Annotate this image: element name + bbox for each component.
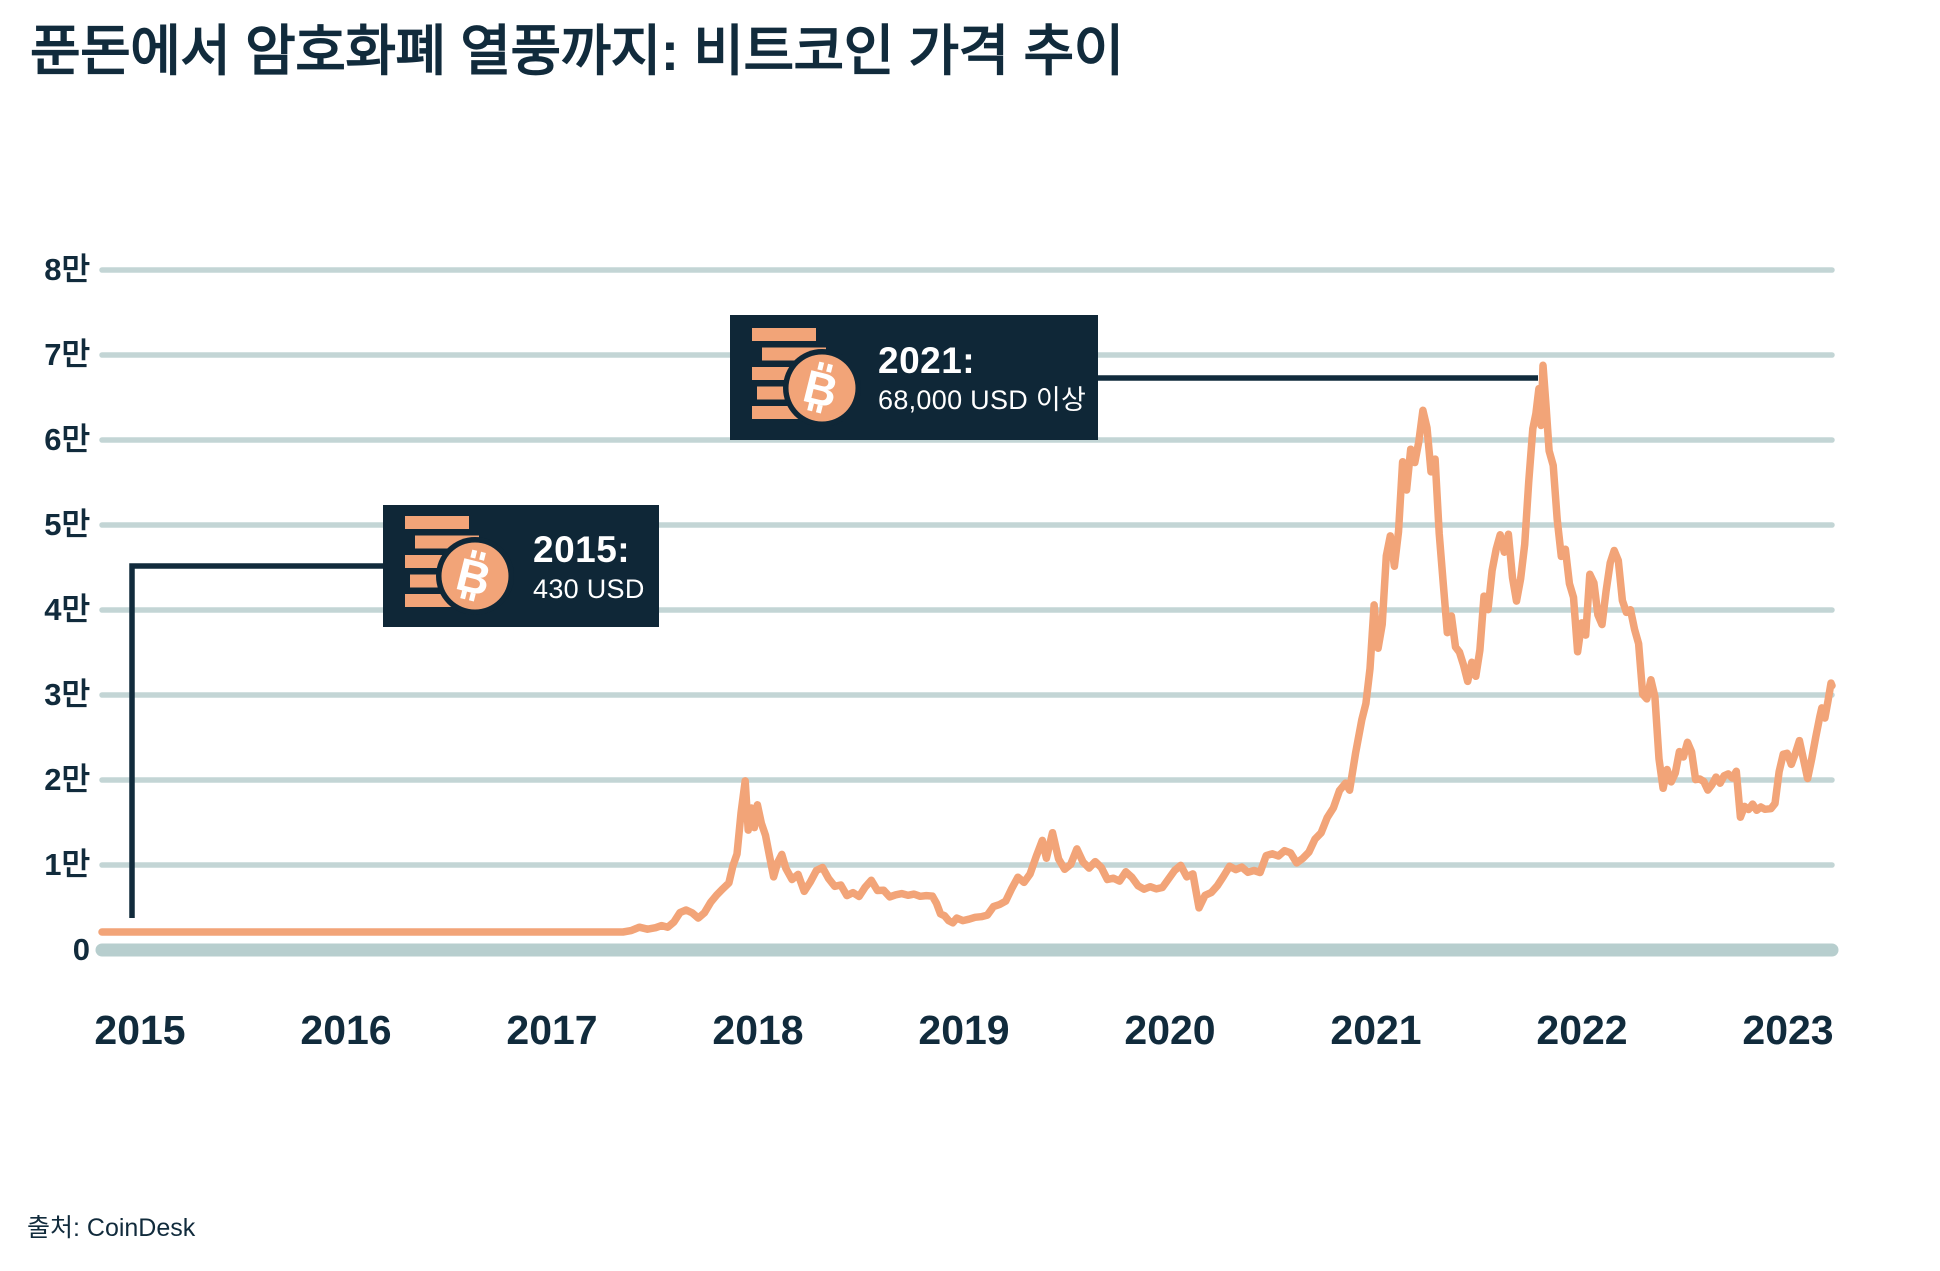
x-axis-label: 2022 [1536,1007,1628,1053]
bitcoin-coin-icon: B [783,349,861,427]
bitcoin-price-line [98,361,1836,936]
x-axis-label: 2019 [918,1007,1010,1053]
y-axis-label: 5만 [44,507,90,542]
x-axis-label: 2023 [1742,1007,1834,1053]
source-credit: 출처: CoinDesk [27,1214,196,1242]
x-axis-label: 2021 [1330,1007,1422,1053]
y-axis-label: 4만 [44,592,90,627]
annotation-card-2021: B 2021: 68,000 USD 이상 [730,315,1098,440]
x-axis-label: 2020 [1124,1007,1216,1053]
callout-line-2015 [129,563,383,918]
y-axis-label: 2만 [44,762,90,797]
annotation-card-2015: B 2015: 430 USD [383,505,659,627]
y-axis-label: 1만 [44,847,90,882]
annotation-value-2015: 430 USD [533,574,645,604]
x-axis-label: 2016 [300,1007,392,1053]
bitcoin-coin-stack-icon: B [405,516,514,615]
y-axis-label: 6만 [44,422,90,457]
y-axis-label: 0 [72,932,90,967]
page-title: 푼돈에서 암호화폐 열풍까지: 비트코인 가격 추이 [30,20,1124,82]
y-axis-label: 7만 [44,337,90,372]
annotation-value-2021: 68,000 USD 이상 [878,385,1087,415]
x-axis-label: 2017 [506,1007,598,1053]
x-axis-label: 2015 [94,1007,186,1053]
annotation-year-2015: 2015: [533,529,631,570]
x-axis-label: 2018 [712,1007,804,1053]
bitcoin-coin-icon: B [436,537,514,615]
annotation-year-2021: 2021: [878,340,976,381]
bitcoin-coin-stack-icon: B [752,328,861,427]
y-axis-label: 3만 [44,677,90,712]
y-axis-label: 8만 [44,252,90,287]
